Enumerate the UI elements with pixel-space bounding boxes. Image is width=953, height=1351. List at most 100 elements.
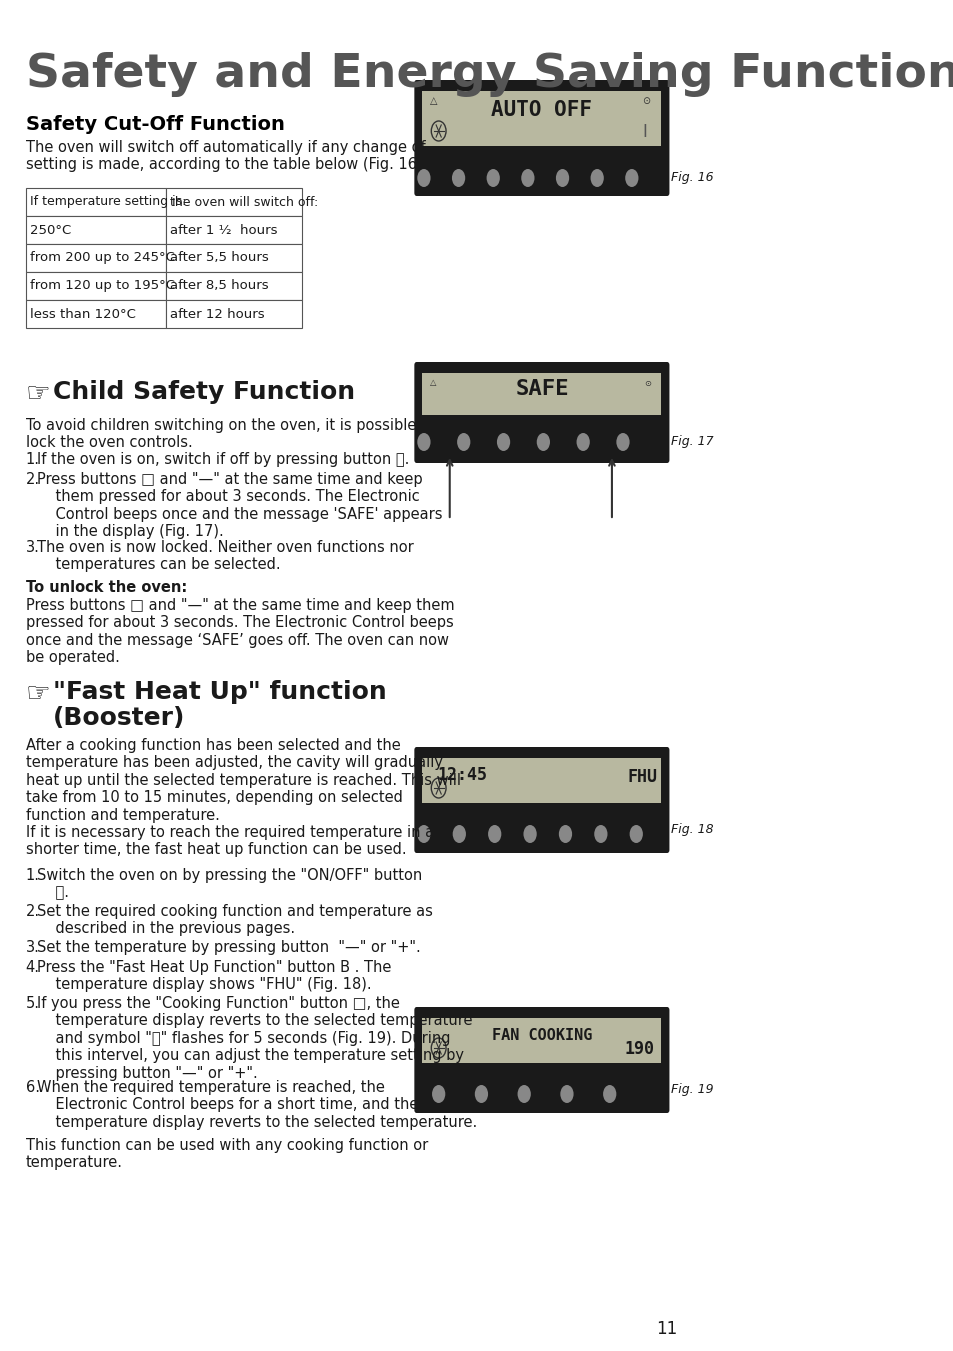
Text: Fig. 17: Fig. 17 xyxy=(670,435,713,449)
Circle shape xyxy=(486,169,499,186)
Text: △: △ xyxy=(429,96,436,105)
Bar xyxy=(422,373,660,415)
Text: AUTO OFF: AUTO OFF xyxy=(491,100,592,120)
Text: The oven is now locked. Neither oven functions nor
    temperatures can be selec: The oven is now locked. Neither oven fun… xyxy=(37,540,414,573)
Bar xyxy=(166,188,302,216)
Text: Fig. 16: Fig. 16 xyxy=(670,172,713,185)
Text: The oven will switch off automatically if any change of
setting is made, accordi: The oven will switch off automatically i… xyxy=(26,141,427,173)
FancyBboxPatch shape xyxy=(414,80,669,196)
Text: "Fast Heat Up" function: "Fast Heat Up" function xyxy=(53,680,386,704)
Bar xyxy=(166,300,302,328)
Text: FHU: FHU xyxy=(627,769,658,786)
Text: 190: 190 xyxy=(623,1040,654,1058)
Bar xyxy=(422,758,660,802)
Circle shape xyxy=(523,825,537,843)
Text: When the required temperature is reached, the
    Electronic Control beeps for a: When the required temperature is reached… xyxy=(37,1079,476,1129)
Text: △: △ xyxy=(430,378,436,388)
Text: Fig. 18: Fig. 18 xyxy=(670,824,713,836)
Text: To avoid children switching on the oven, it is possible to
lock the oven control: To avoid children switching on the oven,… xyxy=(26,417,435,450)
Text: Set the temperature by pressing button  "—" or "+".: Set the temperature by pressing button "… xyxy=(37,940,420,955)
Circle shape xyxy=(558,825,572,843)
Text: Child Safety Function: Child Safety Function xyxy=(53,380,355,404)
Text: Safety and Energy Saving Functions: Safety and Energy Saving Functions xyxy=(26,51,953,97)
Circle shape xyxy=(432,1085,445,1102)
Text: 1.: 1. xyxy=(26,453,40,467)
Text: 4.: 4. xyxy=(26,961,40,975)
Text: 2.: 2. xyxy=(26,471,40,486)
Circle shape xyxy=(456,434,470,451)
Text: (Booster): (Booster) xyxy=(53,707,185,730)
Text: 11: 11 xyxy=(656,1320,677,1337)
FancyBboxPatch shape xyxy=(414,747,669,852)
Text: less than 120°C: less than 120°C xyxy=(30,308,136,320)
Text: from 200 up to 245°C: from 200 up to 245°C xyxy=(30,251,175,265)
Text: after 8,5 hours: after 8,5 hours xyxy=(171,280,269,293)
Text: 3.: 3. xyxy=(26,540,40,555)
Circle shape xyxy=(537,434,550,451)
Bar xyxy=(166,216,302,245)
Circle shape xyxy=(475,1085,488,1102)
Bar xyxy=(422,1019,660,1063)
Text: after 12 hours: after 12 hours xyxy=(171,308,265,320)
Circle shape xyxy=(594,825,607,843)
Circle shape xyxy=(520,169,534,186)
Circle shape xyxy=(416,825,430,843)
Circle shape xyxy=(576,434,589,451)
Bar xyxy=(26,272,166,300)
Text: ⊙: ⊙ xyxy=(641,96,650,105)
Text: ☞: ☞ xyxy=(26,380,51,408)
Bar xyxy=(166,272,302,300)
Text: 6.: 6. xyxy=(26,1079,40,1096)
Text: To unlock the oven:: To unlock the oven: xyxy=(26,580,187,594)
FancyBboxPatch shape xyxy=(414,1006,669,1113)
Circle shape xyxy=(416,434,430,451)
Text: If you press the "Cooking Function" button □, the
    temperature display revert: If you press the "Cooking Function" butt… xyxy=(37,996,472,1081)
Bar xyxy=(26,188,166,216)
Circle shape xyxy=(517,1085,530,1102)
Circle shape xyxy=(453,825,465,843)
FancyBboxPatch shape xyxy=(414,362,669,463)
Text: Press the "Fast Heat Up Function" button B . The
    temperature display shows ": Press the "Fast Heat Up Function" button… xyxy=(37,961,391,993)
Text: Press buttons □ and "—" at the same time and keep them
pressed for about 3 secon: Press buttons □ and "—" at the same time… xyxy=(26,598,454,665)
Text: Set the required cooking function and temperature as
    described in the previo: Set the required cooking function and te… xyxy=(37,904,433,936)
Circle shape xyxy=(624,169,638,186)
Circle shape xyxy=(452,169,465,186)
Text: I: I xyxy=(642,123,647,141)
Text: Fig. 19: Fig. 19 xyxy=(670,1084,713,1097)
Circle shape xyxy=(556,169,569,186)
Bar xyxy=(422,91,660,146)
Text: If the oven is on, switch if off by pressing button ⓘ.: If the oven is on, switch if off by pres… xyxy=(37,453,409,467)
Text: Safety Cut-Off Function: Safety Cut-Off Function xyxy=(26,115,284,134)
Text: 12:45: 12:45 xyxy=(436,766,487,784)
Text: from 120 up to 195°C: from 120 up to 195°C xyxy=(30,280,175,293)
Text: the oven will switch off:: the oven will switch off: xyxy=(171,196,318,208)
Text: 250°C: 250°C xyxy=(30,223,71,236)
Text: ☞: ☞ xyxy=(26,680,51,708)
Text: after 1 ½  hours: after 1 ½ hours xyxy=(171,223,277,236)
Circle shape xyxy=(416,169,430,186)
Circle shape xyxy=(590,169,603,186)
Text: Switch the oven on by pressing the "ON/OFF" button
    ⓘ.: Switch the oven on by pressing the "ON/O… xyxy=(37,867,421,900)
Bar xyxy=(166,245,302,272)
Text: after 5,5 hours: after 5,5 hours xyxy=(171,251,269,265)
Circle shape xyxy=(629,825,642,843)
Circle shape xyxy=(559,1085,573,1102)
Text: If temperature setting is:: If temperature setting is: xyxy=(30,196,187,208)
Circle shape xyxy=(497,434,510,451)
Text: Press buttons □ and "—" at the same time and keep
    them pressed for about 3 s: Press buttons □ and "—" at the same time… xyxy=(37,471,442,539)
Text: FAN COOKING: FAN COOKING xyxy=(491,1028,592,1043)
Text: This function can be used with any cooking function or
temperature.: This function can be used with any cooki… xyxy=(26,1138,428,1170)
Text: After a cooking function has been selected and the
temperature has been adjusted: After a cooking function has been select… xyxy=(26,738,460,858)
Bar xyxy=(26,300,166,328)
Text: 1.: 1. xyxy=(26,867,40,884)
Text: SAFE: SAFE xyxy=(515,380,568,399)
Bar xyxy=(26,245,166,272)
Circle shape xyxy=(616,434,629,451)
Text: 3.: 3. xyxy=(26,940,40,955)
Circle shape xyxy=(602,1085,616,1102)
Text: ⊙: ⊙ xyxy=(644,378,651,388)
Text: 5.: 5. xyxy=(26,996,40,1011)
Circle shape xyxy=(488,825,501,843)
Text: 2.: 2. xyxy=(26,904,40,919)
Bar xyxy=(26,216,166,245)
